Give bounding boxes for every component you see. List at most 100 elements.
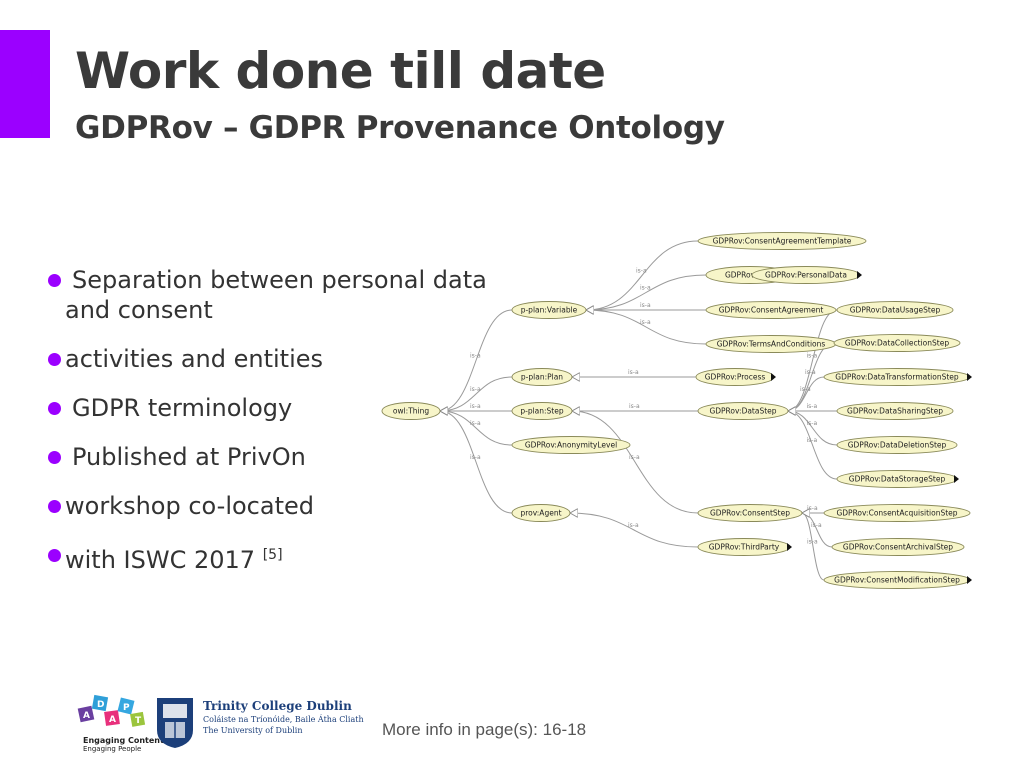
node-label: GDPRov:ConsentAgreement: [719, 306, 824, 315]
svg-text:D: D: [97, 700, 104, 710]
node-label: GDPRov:DataDeletionStep: [848, 441, 947, 450]
expand-arrow-icon[interactable]: [954, 475, 959, 483]
bullet-dot-icon: [48, 402, 61, 415]
edge-agent-to-owl: [440, 411, 513, 514]
node-label: p-plan:Step: [520, 407, 564, 416]
node-ca[interactable]: GDPRov:ConsentAgreement: [705, 301, 837, 319]
edge-label: is-a: [470, 403, 481, 410]
edge-third-to-agent: [570, 513, 699, 548]
node-dus[interactable]: GDPRov:DataUsageStep: [836, 301, 954, 319]
bullet-text: workshop co-located: [65, 492, 314, 520]
bullet-dot-icon: [48, 451, 61, 464]
edge-label: is-a: [811, 522, 822, 529]
node-var[interactable]: p-plan:Variable: [511, 301, 587, 319]
edge-label: is-a: [629, 403, 640, 410]
node-dstep[interactable]: GDPRov:DataStep: [697, 402, 789, 420]
bullet-dot-icon: [48, 353, 61, 366]
node-label: GDPRov:DataStep: [709, 407, 776, 416]
node-label: p-plan:Plan: [521, 373, 563, 382]
node-label: GDPRov:DataTransformationStep: [835, 373, 959, 382]
tcd-shield-icon: [157, 698, 193, 748]
node-cms[interactable]: GDPRov:ConsentModificationStep: [823, 571, 972, 589]
node-label: GDPRov:ConsentModificationStep: [834, 576, 960, 585]
edge-plan-to-owl: [440, 376, 513, 411]
more-info-text: More info in page(s): 16-18: [382, 720, 587, 739]
bullet-item: GDPR terminology: [47, 393, 517, 423]
node-plan[interactable]: p-plan:Plan: [511, 368, 573, 386]
expand-arrow-icon[interactable]: [857, 271, 862, 279]
edge-label: is-a: [629, 454, 640, 461]
node-label: GDPRov:TermsAndConditions: [717, 340, 826, 349]
bullet-text: GDPR terminology: [72, 394, 293, 422]
bullet-text: activities and entities: [65, 345, 324, 373]
svg-text:A: A: [109, 715, 116, 725]
expand-arrow-icon[interactable]: [967, 373, 972, 381]
expand-arrow-icon[interactable]: [771, 373, 776, 381]
node-cstep[interactable]: GDPRov:ConsentStep: [697, 504, 803, 522]
edge-label: is-a: [807, 353, 818, 360]
edge-label: is-a: [807, 437, 818, 444]
node-dsts[interactable]: GDPRov:DataStorageStep: [836, 470, 959, 488]
node-label: owl:Thing: [393, 407, 430, 416]
node-owl[interactable]: owl:Thing: [381, 402, 441, 420]
node-cas[interactable]: GDPRov:ConsentAcquisitionStep: [823, 504, 971, 522]
node-label: GDPRov:Data: [725, 271, 775, 280]
node-dcs[interactable]: GDPRov:DataCollectionStep: [833, 334, 961, 352]
node-ellipse: [697, 232, 867, 250]
bullet-item: and consent: [47, 295, 517, 325]
node-dts[interactable]: GDPRov:DataTransformationStep: [823, 368, 972, 386]
edge-label: is-a: [807, 420, 818, 427]
bullet-item: Published at PrivOn: [47, 442, 517, 472]
expand-arrow-icon[interactable]: [967, 576, 972, 584]
node-agent[interactable]: prov:Agent: [511, 504, 571, 522]
node-ellipse: [697, 504, 803, 522]
node-label: GDPRov:PersonalData: [765, 271, 847, 280]
tcd-university: The University of Dublin: [203, 726, 303, 735]
node-carch[interactable]: GDPRov:ConsentArchivalStep: [831, 538, 965, 556]
tcd-irish-name: Coláiste na Tríonóide, Baile Átha Cliath: [203, 715, 364, 724]
adapt-logo: A D A P T: [77, 694, 146, 727]
node-ellipse: [836, 301, 954, 319]
node-label: GDPRov:DataStorageStep: [849, 475, 946, 484]
accent-bar: [0, 30, 50, 138]
node-cat[interactable]: GDPRov:ConsentAgreementTemplate: [697, 232, 867, 250]
node-dds[interactable]: GDPRov:DataDeletionStep: [836, 436, 958, 454]
bullet-text: with ISWC 2017: [65, 546, 256, 574]
edge-label: is-a: [805, 369, 816, 376]
node-ellipse: [511, 402, 573, 420]
bullet-text: Separation between personal data: [72, 266, 487, 294]
node-tac[interactable]: GDPRov:TermsAndConditions: [705, 335, 837, 353]
node-third[interactable]: GDPRov:ThirdParty: [697, 538, 792, 556]
bullet-text: and consent: [65, 296, 213, 324]
bullet-item: workshop co-located: [47, 491, 517, 521]
node-ellipse: [381, 402, 441, 420]
node-ellipse: [511, 436, 631, 454]
slide-subtitle: GDPRov – GDPR Provenance Ontology: [75, 110, 725, 146]
slide-title: Work done till date: [75, 42, 606, 100]
edge-anon-to-owl: [440, 411, 513, 446]
tcd-name: Trinity College Dublin: [203, 699, 352, 713]
node-dss[interactable]: GDPRov:DataSharingStep: [836, 402, 954, 420]
node-anon[interactable]: GDPRov:AnonymityLevel: [511, 436, 631, 454]
node-label: GDPRov:ConsentAcquisitionStep: [836, 509, 957, 518]
svg-text:T: T: [135, 716, 142, 726]
node-label: GDPRov:ThirdParty: [709, 543, 780, 552]
node-pdata[interactable]: GDPRov:PersonalData: [751, 266, 862, 284]
edge-label: is-a: [807, 403, 818, 410]
expand-arrow-icon[interactable]: [787, 543, 792, 551]
edge-label: is-a: [636, 268, 647, 275]
edge-dsts-to-dstep: [788, 411, 838, 480]
edge-dus-to-dstep: [788, 309, 838, 411]
edge-label: is-a: [628, 369, 639, 376]
node-proc[interactable]: GDPRov:Process: [695, 368, 776, 386]
node-label: prov:Agent: [520, 509, 561, 518]
ontology-diagram: is-a is-a is-a is-a is-a is-a is-a is-a is-a is-a…: [381, 232, 972, 589]
edge-cstep-to-step: [572, 411, 699, 514]
bullet-dot-icon: [48, 274, 61, 287]
node-step[interactable]: p-plan:Step: [511, 402, 573, 420]
edge-label: is-a: [470, 420, 481, 427]
node-label: GDPRov:ConsentStep: [710, 509, 790, 518]
adapt-tagline-2: Engaging People: [83, 745, 142, 753]
node-label: GDPRov:ConsentAgreementTemplate: [713, 237, 852, 246]
node-label: p-plan:Variable: [521, 306, 578, 315]
